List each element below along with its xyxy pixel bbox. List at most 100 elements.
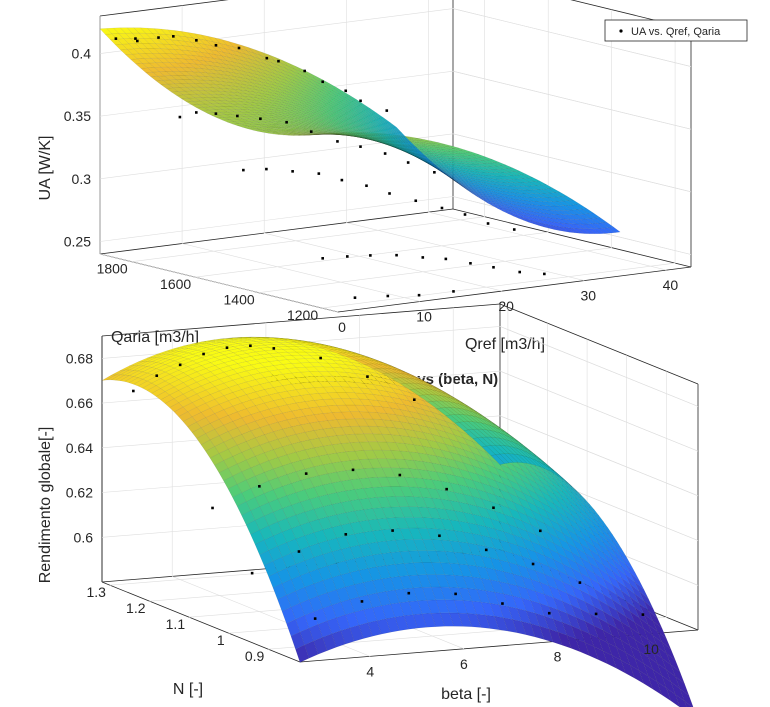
x-gridline — [99, 16, 339, 313]
data-point — [259, 117, 262, 121]
axes-edge — [99, 0, 229, 17]
data-point — [346, 255, 349, 258]
data-point — [407, 591, 411, 595]
data-point — [195, 111, 198, 114]
z-tick-label: 0.62 — [66, 485, 93, 501]
data-point — [172, 35, 175, 38]
y-gridline — [131, 0, 486, 262]
z-tick-label: 0.3 — [72, 171, 92, 187]
surface-cell — [349, 94, 362, 105]
x-gridline — [263, 0, 503, 292]
y-tick-label: 1 — [217, 632, 225, 648]
z-gridline — [499, 370, 699, 452]
z-tick-label: 0.66 — [66, 395, 93, 411]
data-point — [134, 37, 137, 40]
data-point — [236, 114, 239, 118]
legend: UA vs. Qref, Qaria — [604, 19, 748, 42]
x-tick-label: 4 — [366, 663, 374, 679]
x-tick-label: 6 — [460, 656, 468, 672]
data-point — [433, 171, 436, 174]
surface-cell — [376, 112, 389, 123]
data-point — [388, 192, 391, 195]
data-point — [249, 344, 252, 348]
data-point — [265, 167, 268, 171]
data-point — [501, 602, 504, 605]
ua-surface-plot: 0.250.30.350.40102030401200140016001800 … — [37, 0, 748, 353]
z-gridline — [452, 133, 692, 193]
data-point — [195, 39, 198, 42]
axes-edge — [452, 208, 692, 268]
x-tick-label: 0 — [338, 319, 346, 335]
y-tick-label: 1.1 — [166, 616, 186, 632]
data-point — [353, 296, 357, 299]
data-point — [340, 178, 344, 182]
zaxis-label: Rendimento globale[-] — [37, 427, 54, 584]
y-tick-label: 1400 — [224, 292, 255, 308]
data-point — [344, 533, 348, 536]
data-point — [486, 222, 490, 225]
z-gridline — [452, 70, 692, 130]
y-tick-label: 1600 — [160, 276, 191, 292]
y-gridline — [195, 0, 549, 278]
surface-cell — [389, 122, 402, 133]
x-tick-label: 20 — [498, 298, 514, 314]
data-point — [211, 506, 214, 510]
z-tick-label: 0.64 — [66, 440, 93, 456]
data-point — [412, 398, 416, 402]
data-point — [359, 145, 362, 148]
data-point — [594, 612, 598, 616]
data-point — [178, 115, 182, 119]
data-point — [538, 529, 542, 533]
data-point — [383, 152, 387, 155]
data-point — [225, 346, 229, 349]
data-point — [543, 272, 546, 276]
data-point — [547, 611, 551, 615]
y-tick-label: 1.3 — [86, 584, 106, 600]
data-point — [641, 613, 645, 616]
data-point — [114, 37, 118, 40]
data-point — [386, 294, 390, 298]
y-tick-label: 1800 — [97, 261, 128, 277]
surface-cell — [382, 117, 396, 128]
y-tick-label: 1.2 — [126, 600, 146, 616]
data-point — [492, 265, 495, 269]
data-point — [291, 170, 294, 173]
data-point — [365, 184, 368, 188]
data-point — [444, 257, 448, 261]
data-point — [463, 213, 467, 216]
surface-cell — [362, 103, 375, 114]
data-point — [484, 548, 488, 552]
data-point — [492, 506, 495, 510]
data-point — [313, 617, 317, 620]
data-point — [157, 36, 160, 39]
z-tick-label: 0.4 — [72, 46, 92, 62]
data-point — [438, 534, 441, 538]
data-point — [132, 389, 135, 393]
axes-edge — [99, 208, 454, 255]
data-point — [395, 253, 398, 257]
data-point — [406, 161, 410, 164]
data-point — [202, 352, 205, 356]
data-point — [265, 56, 269, 60]
data-point — [360, 600, 364, 603]
data-point — [321, 257, 324, 260]
data-point — [136, 39, 139, 43]
y-gridline — [322, 25, 676, 309]
x-tick-label: 10 — [643, 641, 659, 657]
data-point — [317, 172, 321, 175]
data-point — [369, 254, 372, 257]
surface-cell — [355, 99, 369, 110]
data-point — [321, 80, 324, 84]
rendimento-surface-plot: Rendimento globale vs (beta, N) 0.60.620… — [37, 303, 699, 707]
data-point — [398, 473, 402, 477]
data-point — [469, 261, 472, 265]
data-point — [319, 356, 322, 360]
data-point — [258, 485, 261, 488]
data-point — [297, 550, 301, 553]
x-tick-label: 8 — [554, 648, 562, 664]
data-point — [214, 43, 218, 47]
data-point — [336, 140, 339, 143]
data-point — [178, 363, 182, 367]
